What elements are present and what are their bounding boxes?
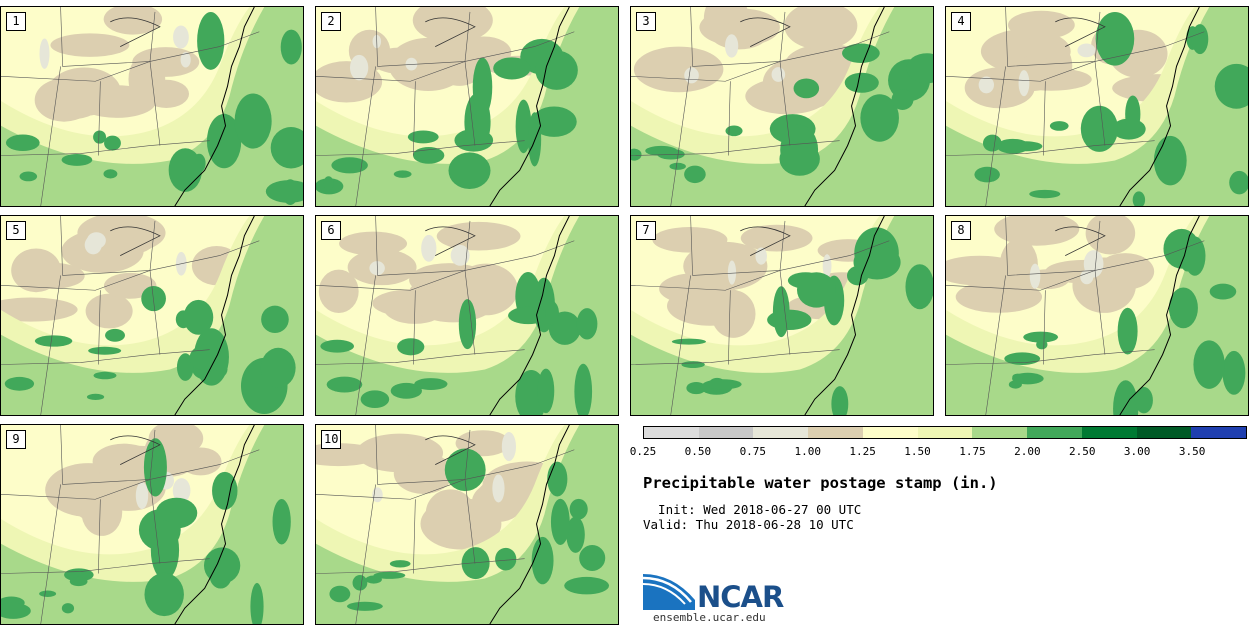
colorbar-swatch bbox=[1191, 427, 1247, 438]
precip-map-field bbox=[1, 425, 303, 624]
panel-label: 1 bbox=[6, 12, 26, 31]
stamp-panel: 6 bbox=[315, 215, 619, 416]
panel-label: 6 bbox=[321, 221, 341, 240]
precip-map-field bbox=[1, 7, 303, 206]
panel-label: 9 bbox=[6, 430, 26, 449]
panel-label: 7 bbox=[636, 221, 656, 240]
ncar-logo-icon bbox=[643, 574, 695, 610]
colorbar-swatch bbox=[972, 427, 1028, 438]
stamp-panel: 10 bbox=[315, 424, 619, 625]
precip-map-field bbox=[631, 7, 933, 206]
colorbar-swatch bbox=[1027, 427, 1082, 438]
colorbar-tick-label: 0.50 bbox=[684, 445, 712, 458]
precip-map-field bbox=[946, 7, 1248, 206]
colorbar-tick-label: 1.50 bbox=[904, 445, 931, 458]
colorbar-tick-label: 0.25 bbox=[629, 445, 657, 458]
init-time: Init: Wed 2018-06-27 00 UTC bbox=[643, 502, 862, 517]
panel-label: 2 bbox=[321, 12, 341, 31]
colorbar-tick-label: 3.50 bbox=[1178, 445, 1206, 458]
colorbar bbox=[643, 426, 1247, 439]
precip-map-field bbox=[946, 216, 1248, 415]
logo-url[interactable]: ensemble.ucar.edu bbox=[653, 611, 766, 624]
stamp-panel: 3 bbox=[630, 6, 934, 207]
colorbar-tick-label: 0.75 bbox=[739, 445, 767, 458]
colorbar-swatch bbox=[698, 427, 754, 438]
chart-title: Precipitable water postage stamp (in.) bbox=[643, 474, 998, 492]
precip-map-field bbox=[1, 216, 303, 415]
panel-label: 5 bbox=[6, 221, 26, 240]
precip-map-field bbox=[631, 216, 933, 415]
panel-label: 10 bbox=[321, 430, 342, 449]
colorbar-tick-label: 1.00 bbox=[794, 445, 821, 458]
colorbar-swatch bbox=[917, 427, 973, 438]
logo-text: NCAR bbox=[697, 580, 784, 614]
colorbar-swatch bbox=[862, 427, 918, 438]
stamp-panel: 2 bbox=[315, 6, 619, 207]
colorbar-tick-label: 1.25 bbox=[849, 445, 876, 458]
colorbar-tick-label: 2.00 bbox=[1014, 445, 1041, 458]
panel-label: 4 bbox=[951, 12, 971, 31]
colorbar-swatch bbox=[1081, 427, 1137, 438]
init-valid-info: Init: Wed 2018-06-27 00 UTC Valid: Thu 2… bbox=[643, 502, 861, 532]
stamp-panel: 7 bbox=[630, 215, 934, 416]
stamp-panel: 8 bbox=[945, 215, 1249, 416]
precip-map-field bbox=[316, 216, 618, 415]
panel-label: 3 bbox=[636, 12, 656, 31]
colorbar-tick-label: 2.50 bbox=[1069, 445, 1096, 458]
colorbar-tick-label: 1.75 bbox=[959, 445, 986, 458]
colorbar-tick-label: 3.00 bbox=[1123, 445, 1151, 458]
colorbar-swatch bbox=[1136, 427, 1192, 438]
stamp-panel: 1 bbox=[0, 6, 304, 207]
colorbar-swatch bbox=[644, 427, 699, 438]
colorbar-swatch bbox=[808, 427, 863, 438]
precip-map-field bbox=[316, 7, 618, 206]
panel-label: 8 bbox=[951, 221, 971, 240]
colorbar-swatch bbox=[753, 427, 809, 438]
precip-map-field bbox=[316, 425, 618, 624]
stamp-panel: 5 bbox=[0, 215, 304, 416]
stamp-panel: 4 bbox=[945, 6, 1249, 207]
colorbar-ticks: 0.25 0.50 0.75 1.00 1.25 1.50 1.75 2.00 2.50 3.00… bbox=[630, 445, 1247, 459]
valid-time: Valid: Thu 2018-06-28 10 UTC bbox=[643, 517, 854, 532]
stamp-panel: 9 bbox=[0, 424, 304, 625]
